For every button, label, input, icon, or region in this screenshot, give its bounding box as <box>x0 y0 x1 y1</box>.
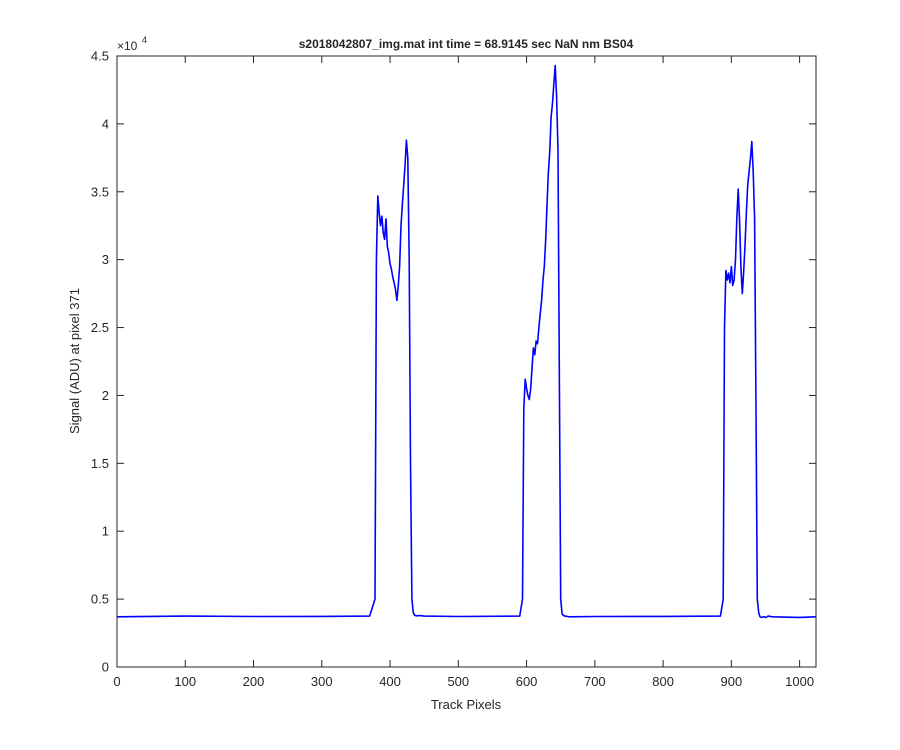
y-tick-label: 1 <box>102 524 109 539</box>
y-exponent-base: ×10 <box>117 39 138 53</box>
y-tick-label: 4 <box>102 116 109 131</box>
x-tick-label: 500 <box>447 674 469 689</box>
y-tick-label: 3 <box>102 252 109 267</box>
x-tick-label: 100 <box>174 674 196 689</box>
y-tick-label: 0.5 <box>91 592 109 607</box>
axes-background <box>117 56 816 667</box>
x-tick-label: 1000 <box>785 674 814 689</box>
y-tick-label: 0 <box>102 660 109 675</box>
x-tick-label: 900 <box>721 674 743 689</box>
series-line-0 <box>116 64 817 619</box>
y-tick-label: 1.5 <box>91 456 109 471</box>
y-tick-label: 3.5 <box>91 184 109 199</box>
x-axis-label: Track Pixels <box>431 697 502 712</box>
x-tick-label: 300 <box>311 674 333 689</box>
y-exponent-power: 4 <box>142 35 147 45</box>
x-tick-label: 200 <box>243 674 265 689</box>
chart-title: s2018042807_img.mat int time = 68.9145 s… <box>299 37 634 51</box>
axes-frame <box>116 55 817 668</box>
x-tick-label: 600 <box>516 674 538 689</box>
y-axis-label: Signal (ADU) at pixel 371 <box>67 288 82 434</box>
x-tick-label: 800 <box>652 674 674 689</box>
y-tick-label: 2.5 <box>91 320 109 335</box>
y-axis-exponent: ×10 4 <box>117 35 147 53</box>
x-tick-label: 400 <box>379 674 401 689</box>
plot-area <box>116 64 817 619</box>
x-tick-label: 0 <box>113 674 120 689</box>
x-tick-label: 700 <box>584 674 606 689</box>
y-tick-label: 4.5 <box>91 49 109 64</box>
axis-ticks: 0 100 200 300 400 500 600 700 800 900 1000 0 0.5 1 1.5… <box>91 49 816 689</box>
y-tick-label: 2 <box>102 388 109 403</box>
